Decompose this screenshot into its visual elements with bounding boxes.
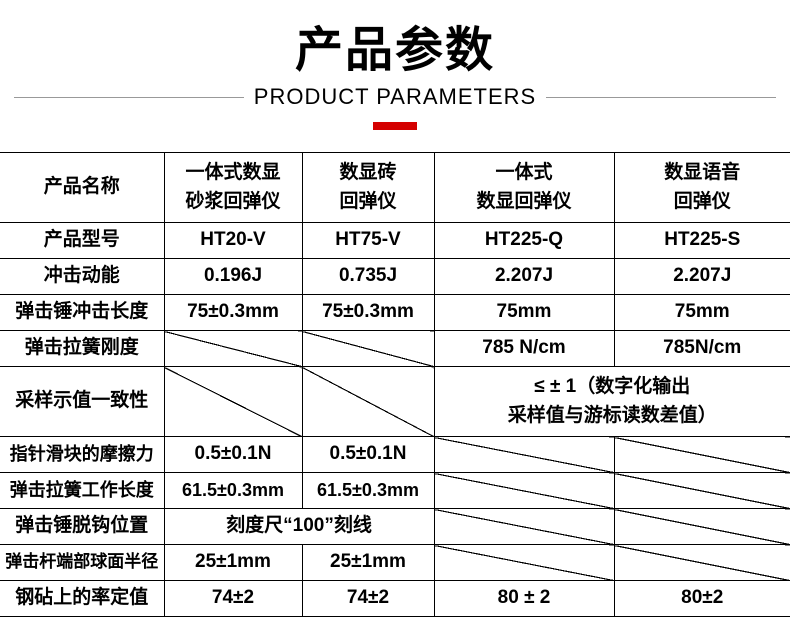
cell: 2.207J xyxy=(434,259,614,295)
cell-text: 一体式数显 xyxy=(185,162,280,183)
cell-empty xyxy=(164,331,302,367)
table-row: 采样示值一致性 ≤ ± 1（数字化输出 采样值与游标读数差值） xyxy=(0,367,790,437)
cell: 0.5±0.1N xyxy=(164,437,302,473)
row-label: 钢砧上的率定值 xyxy=(0,581,164,617)
cell: 74±2 xyxy=(164,581,302,617)
page-title-cn: 产品参数 xyxy=(0,10,790,80)
table-row: 指针滑块的摩擦力 0.5±0.1N 0.5±0.1N xyxy=(0,437,790,473)
cell-empty xyxy=(614,509,790,545)
row-label: 指针滑块的摩擦力 xyxy=(0,437,164,473)
cell: 数显语音 回弹仪 xyxy=(614,153,790,223)
accent-bar xyxy=(373,122,417,130)
cell: 61.5±0.3mm xyxy=(302,473,434,509)
table-row: 弹击锤冲击长度 75±0.3mm 75±0.3mm 75mm 75mm xyxy=(0,295,790,331)
row-label: 弹击拉簧工作长度 xyxy=(0,473,164,509)
cell: 785N/cm xyxy=(614,331,790,367)
cell-empty xyxy=(302,367,434,437)
table-row: 弹击锤脱钩位置 刻度尺“100”刻线 xyxy=(0,509,790,545)
cell-text: 数显语音 xyxy=(664,162,740,183)
cell: 2.207J xyxy=(614,259,790,295)
row-label: 弹击锤脱钩位置 xyxy=(0,509,164,545)
row-label: 冲击动能 xyxy=(0,259,164,295)
cell-empty xyxy=(434,509,614,545)
table-row: 产品型号 HT20-V HT75-V HT225-Q HT225-S xyxy=(0,223,790,259)
cell: HT225-S xyxy=(614,223,790,259)
cell-text: 回弹仪 xyxy=(674,191,731,212)
cell: 0.196J xyxy=(164,259,302,295)
cell-text: 数显回弹仪 xyxy=(476,191,571,212)
table-row: 弹击拉簧刚度 785 N/cm 785N/cm xyxy=(0,331,790,367)
cell-empty xyxy=(302,331,434,367)
table-row: 产品名称 一体式数显 砂浆回弹仪 数显砖 回弹仪 一体式 数显回弹仪 数显语音 … xyxy=(0,153,790,223)
cell-empty xyxy=(164,367,302,437)
page-title-en: PRODUCT PARAMETERS xyxy=(254,84,536,110)
cell: 数显砖 回弹仪 xyxy=(302,153,434,223)
cell-empty xyxy=(614,545,790,581)
table-row: 钢砧上的率定值 74±2 74±2 80 ± 2 80±2 xyxy=(0,581,790,617)
cell-text: ≤ ± 1（数字化输出 xyxy=(534,376,690,397)
subtitle-row: PRODUCT PARAMETERS xyxy=(0,84,790,110)
cell: 61.5±0.3mm xyxy=(164,473,302,509)
table-row: 弹击拉簧工作长度 61.5±0.3mm 61.5±0.3mm xyxy=(0,473,790,509)
cell: 25±1mm xyxy=(164,545,302,581)
row-label: 产品名称 xyxy=(0,153,164,223)
cell: HT20-V xyxy=(164,223,302,259)
row-label: 采样示值一致性 xyxy=(0,367,164,437)
table-row: 弹击杆端部球面半径 25±1mm 25±1mm xyxy=(0,545,790,581)
row-label: 产品型号 xyxy=(0,223,164,259)
cell: 75mm xyxy=(434,295,614,331)
cell: 一体式数显 砂浆回弹仪 xyxy=(164,153,302,223)
cell: 75mm xyxy=(614,295,790,331)
row-label: 弹击锤冲击长度 xyxy=(0,295,164,331)
row-label: 弹击拉簧刚度 xyxy=(0,331,164,367)
cell: 785 N/cm xyxy=(434,331,614,367)
divider-right xyxy=(546,97,776,98)
parameters-table: 产品名称 一体式数显 砂浆回弹仪 数显砖 回弹仪 一体式 数显回弹仪 数显语音 … xyxy=(0,152,790,617)
divider-left xyxy=(14,97,244,98)
cell: 25±1mm xyxy=(302,545,434,581)
cell-empty xyxy=(614,437,790,473)
cell: 75±0.3mm xyxy=(302,295,434,331)
cell: 0.735J xyxy=(302,259,434,295)
cell: 80±2 xyxy=(614,581,790,617)
row-label: 弹击杆端部球面半径 xyxy=(0,545,164,581)
cell: 一体式 数显回弹仪 xyxy=(434,153,614,223)
cell: 80 ± 2 xyxy=(434,581,614,617)
cell-text: 砂浆回弹仪 xyxy=(185,191,280,212)
cell-empty xyxy=(434,437,614,473)
cell: 74±2 xyxy=(302,581,434,617)
cell-merged: ≤ ± 1（数字化输出 采样值与游标读数差值） xyxy=(434,367,790,437)
cell-text: 采样值与游标读数差值） xyxy=(508,405,717,426)
cell-text: 数显砖 xyxy=(339,162,396,183)
cell: 0.5±0.1N xyxy=(302,437,434,473)
cell: HT75-V xyxy=(302,223,434,259)
header: 产品参数 PRODUCT PARAMETERS xyxy=(0,0,790,130)
cell-merged: 刻度尺“100”刻线 xyxy=(164,509,434,545)
cell: HT225-Q xyxy=(434,223,614,259)
cell-empty xyxy=(614,473,790,509)
cell-empty xyxy=(434,545,614,581)
cell-text: 一体式 xyxy=(495,162,552,183)
table-row: 冲击动能 0.196J 0.735J 2.207J 2.207J xyxy=(0,259,790,295)
cell-text: 回弹仪 xyxy=(339,191,396,212)
cell-empty xyxy=(434,473,614,509)
cell: 75±0.3mm xyxy=(164,295,302,331)
